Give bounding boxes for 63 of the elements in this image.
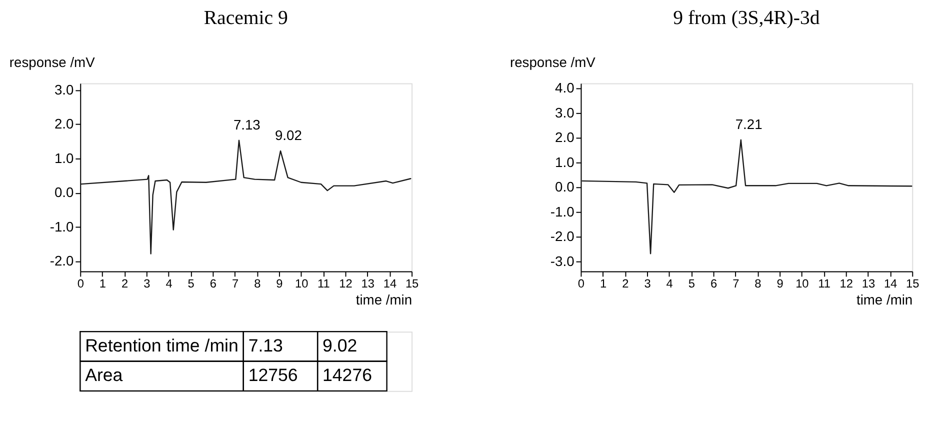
y-tick-label: -2.0 bbox=[50, 252, 74, 268]
x-tick-label: 1 bbox=[99, 276, 106, 291]
x-tick-label: 3 bbox=[144, 276, 151, 291]
y-tick-label: 1.0 bbox=[555, 154, 575, 170]
y-tick-label: 2.0 bbox=[54, 116, 74, 132]
text: 9.02 bbox=[322, 335, 358, 356]
x-tick-label: 4 bbox=[166, 276, 173, 291]
x-tick-label: 5 bbox=[688, 276, 696, 291]
text: 14276 bbox=[322, 365, 372, 386]
x-tick-label: 12 bbox=[840, 276, 853, 291]
x-tick-label: 7 bbox=[232, 276, 239, 291]
annotation: 7.13 bbox=[233, 116, 261, 132]
y-tick-label: -1.0 bbox=[550, 203, 575, 220]
text: Retention time /min bbox=[85, 335, 238, 356]
x-tick-label: 13 bbox=[862, 276, 876, 291]
text: Area bbox=[85, 365, 123, 386]
x-tick-label: 2 bbox=[122, 276, 128, 291]
text: 12756 bbox=[248, 365, 298, 386]
y-tick-label: 3.0 bbox=[54, 82, 74, 98]
y-tick-label: 4.0 bbox=[555, 80, 575, 96]
x-tick-label: 5 bbox=[188, 276, 195, 291]
line-series bbox=[582, 139, 912, 254]
x-tick-label: 0 bbox=[77, 276, 84, 291]
x-tick-label: 0 bbox=[578, 276, 585, 291]
x-tick-label: 15 bbox=[906, 276, 920, 291]
x-tick-label: 10 bbox=[294, 276, 309, 291]
x-tick-label: 11 bbox=[318, 276, 330, 291]
x-tick-label: 9 bbox=[776, 276, 784, 291]
y-tick-label: 2.0 bbox=[555, 129, 575, 146]
x-axis-title: time /min bbox=[856, 291, 913, 308]
y-axis-title: response /mV bbox=[9, 54, 96, 70]
x-tick-label: 1 bbox=[600, 276, 608, 291]
x-tick-label: 4 bbox=[666, 276, 674, 291]
y-tick-label: 1.0 bbox=[54, 150, 74, 166]
y-axis-title: response /mV bbox=[510, 54, 596, 70]
x-tick-label: 11 bbox=[818, 276, 831, 291]
y-tick-label: -2.0 bbox=[550, 228, 575, 244]
annotation: 7.21 bbox=[735, 116, 763, 132]
x-tick-label: 8 bbox=[754, 276, 762, 291]
y-tick-label: 0.0 bbox=[54, 184, 74, 200]
x-tick-label: 12 bbox=[339, 276, 352, 291]
y-tick-label: 3.0 bbox=[555, 104, 575, 120]
x-tick-label: 14 bbox=[884, 276, 898, 291]
x-tick-label: 13 bbox=[361, 276, 375, 291]
x-tick-label: 6 bbox=[710, 276, 718, 291]
x-tick-label: 8 bbox=[254, 276, 262, 291]
chart-title: 9 from (3S,4R)-3d bbox=[673, 6, 820, 29]
x-tick-label: 2 bbox=[622, 276, 629, 291]
line-series bbox=[80, 140, 412, 254]
x-tick-label: 7 bbox=[732, 276, 740, 291]
x-tick-label: 9 bbox=[276, 276, 284, 291]
x-axis-title: time /min bbox=[356, 291, 412, 308]
x-tick-label: 10 bbox=[796, 276, 810, 291]
x-tick-label: 6 bbox=[210, 276, 217, 291]
x-tick-label: 3 bbox=[644, 276, 652, 291]
annotation: 9.02 bbox=[274, 127, 302, 144]
text: 7.13 bbox=[248, 335, 284, 356]
y-tick-label: -1.0 bbox=[50, 218, 74, 234]
x-tick-label: 14 bbox=[383, 276, 397, 291]
chart-title: Racemic 9 bbox=[204, 6, 288, 29]
x-tick-label: 15 bbox=[405, 276, 420, 291]
y-tick-label: -3.0 bbox=[550, 252, 575, 269]
y-tick-label: 0.0 bbox=[555, 178, 575, 195]
